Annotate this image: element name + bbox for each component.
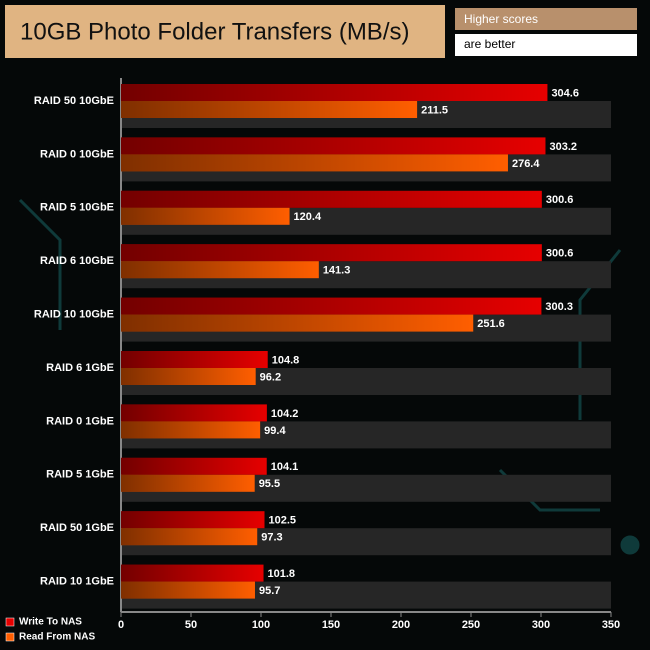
bar-shade [121,84,548,101]
value-label: 251.6 [477,318,505,330]
value-label: 101.8 [268,568,296,580]
y-tick-label: RAID 5 10GbE [40,202,114,214]
bar-shade [121,351,268,368]
y-tick-label: RAID 0 1GbE [46,415,114,427]
y-tick-label: RAID 10 10GbE [34,309,114,321]
bar-shade [121,261,319,279]
y-tick-label: RAID 6 1GbE [46,362,114,374]
x-tick-label: 100 [252,619,270,631]
x-tick-label: 300 [532,619,550,631]
bar-shade [121,297,542,315]
bar-shade [121,511,265,529]
value-label: 104.2 [271,408,299,420]
value-label: 276.4 [512,158,540,170]
note-box [455,8,637,30]
value-label: 99.4 [264,425,286,437]
bar-shade [121,190,542,208]
bar-shade [121,207,290,225]
bar-shade [121,244,542,262]
y-tick-label: RAID 10 1GbE [40,576,114,588]
value-label: 303.2 [549,141,577,153]
value-label: 95.5 [259,478,280,490]
value-label: 120.4 [294,211,322,223]
y-tick-label: RAID 50 1GbE [40,522,114,534]
bar-shade [121,101,418,118]
x-tick-label: 250 [462,619,480,631]
bar-shade [121,474,255,492]
value-label: 211.5 [421,104,448,116]
legend-swatch [5,617,15,627]
bar-shade [121,564,264,582]
x-tick-label: 200 [392,619,410,631]
y-tick-label: RAID 5 1GbE [46,469,114,481]
title-box [5,5,445,58]
value-label: 95.7 [259,585,280,597]
y-tick-label: RAID 50 10GbE [34,95,114,107]
value-label: 300.3 [545,301,573,313]
x-tick-label: 0 [118,619,124,631]
value-label: 104.8 [272,354,300,366]
value-label: 96.2 [260,371,281,383]
legend-swatch [5,632,15,642]
bar-shade [121,154,508,172]
value-label: 97.3 [261,532,282,544]
bar-shade [121,581,255,599]
chart-title: 10GB Photo Folder Transfers (MB/s) [20,18,409,45]
bar-shade [121,368,256,385]
value-label: 104.1 [271,461,299,473]
y-tick-label: RAID 0 10GbE [40,148,114,160]
bar-shade [121,137,546,155]
value-label: 141.3 [323,265,351,277]
value-label: 300.6 [546,248,574,260]
value-label: 304.6 [551,87,579,99]
x-tick-label: 150 [322,619,340,631]
bar-shade [121,314,474,332]
x-tick-label: 350 [602,619,620,631]
value-label: 300.6 [546,194,574,206]
note-bottom: are better [464,37,515,51]
bar-shade [121,404,267,422]
y-tick-label: RAID 6 10GbE [40,255,114,267]
x-tick-label: 50 [185,619,197,631]
legend-label: Read From NAS [19,632,95,643]
bar-shade [121,457,267,475]
note-top: Higher scores [464,12,538,26]
legend-label: Write To NAS [19,617,82,628]
note-box [455,34,637,56]
bar-shade [121,421,261,439]
value-label: 102.5 [269,515,297,527]
bar-shade [121,528,258,546]
